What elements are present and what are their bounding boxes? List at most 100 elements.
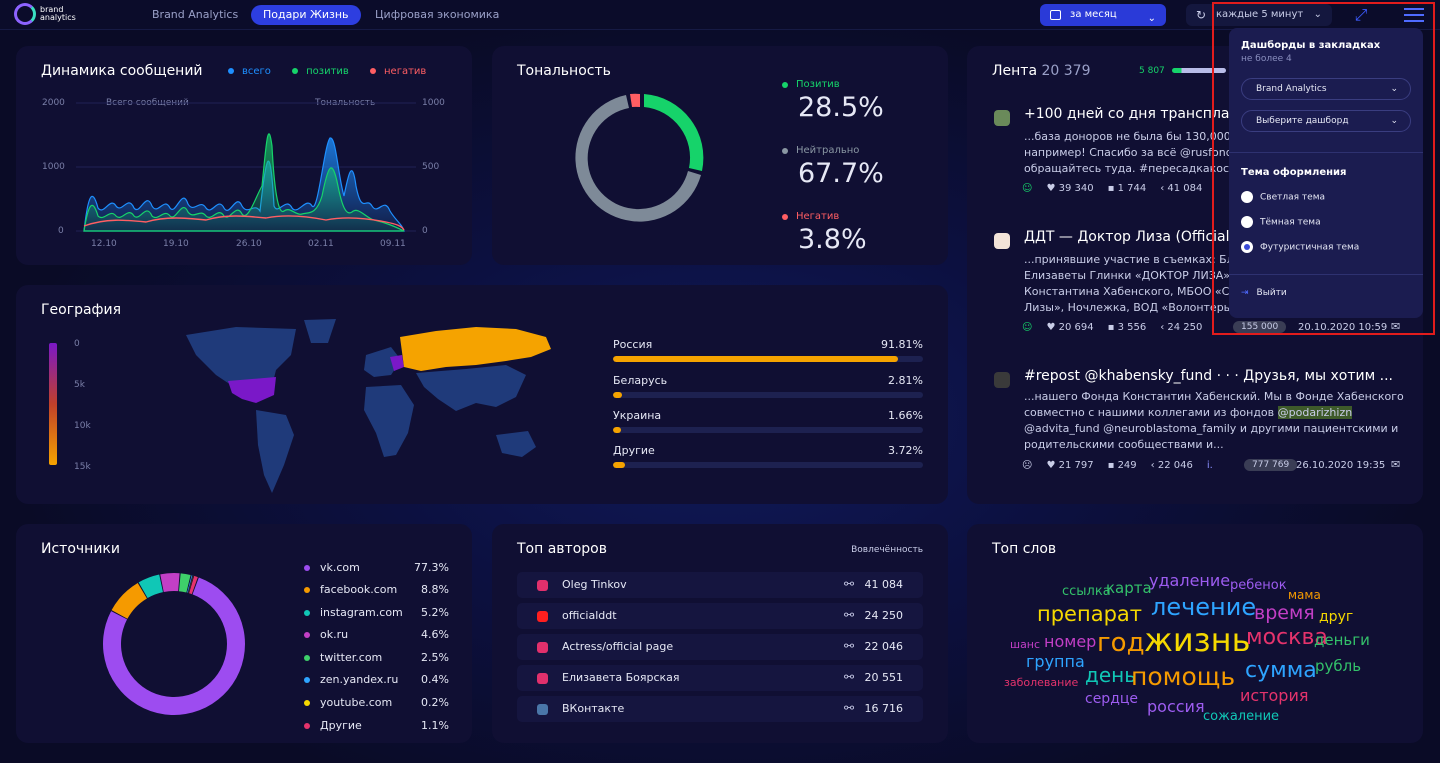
smile-icon: ☺ [1022,183,1033,194]
word-cloud-item[interactable]: мама [1288,588,1321,602]
smile-icon: ☺ [1022,322,1033,333]
heart-icon: ♥ 21 797 [1046,460,1094,471]
map-africa [364,385,414,457]
right-tick: 0 [422,226,428,236]
word-cloud-item[interactable]: заболевание [1004,676,1079,689]
word-cloud-item[interactable]: друг [1319,609,1354,625]
geo-row-russia[interactable]: Россия 91.81% [613,338,923,362]
refresh-label: каждые 5 минут [1216,9,1304,20]
period-label: за месяц [1070,9,1117,20]
geo-row-ukraine[interactable]: Украина 1.66% [613,409,923,433]
word-cloud-item[interactable]: рубль [1315,657,1362,675]
word-cloud-item[interactable]: история [1240,686,1309,705]
word-cloud-item[interactable]: россия [1147,697,1205,716]
word-cloud-item[interactable]: сумма [1245,658,1317,683]
hamburger-menu-icon[interactable] [1402,4,1426,26]
tonality-slice-negative [630,93,640,107]
map-belarus-ukraine [390,355,404,371]
source-row[interactable]: ok.ru 4.6% [304,628,449,642]
author-row[interactable]: Actress/official page ⚯ 22 046 [517,634,923,660]
sources-donut [103,573,245,715]
tab-digital-economy[interactable]: Цифровая экономика [375,8,500,21]
share-icon: ⚯ [844,577,855,591]
source-slice-7 [189,575,198,595]
brand-name: brand analytics [40,5,76,22]
share-icon: ‹ 24 250 [1160,322,1203,333]
author-row[interactable]: Елизавета Боярская ⚯ 20 551 [517,665,923,691]
word-cloud-item[interactable]: сожаление [1203,709,1280,724]
dynamics-chart [76,102,416,232]
word-cloud-item[interactable]: день [1085,663,1136,687]
source-row[interactable]: vk.com 77.3% [304,561,449,575]
reach-prefix: i. [1206,460,1213,471]
word-cloud-item[interactable]: год [1097,628,1145,658]
post-title[interactable]: +100 дней со дня трансплант [1024,106,1247,122]
legend-positive[interactable]: позитив [306,66,349,77]
word-cloud-item[interactable]: карта [1106,579,1152,597]
mail-icon[interactable]: ✉ [1391,458,1401,471]
brand-logo[interactable]: brand analytics [14,3,76,25]
bookmark-select-2[interactable]: Выберите дашборд ⌄ [1241,110,1411,132]
instagram-icon [537,642,548,653]
word-cloud-item[interactable]: удаление [1149,571,1231,590]
source-row[interactable]: facebook.com 8.8% [304,583,449,597]
source-row[interactable]: Другие 1.1% [304,719,449,733]
sources-title: Источники [41,541,120,557]
word-cloud-item[interactable]: ссылка [1062,584,1111,599]
tonality-neutral: Нейтрально 67.7% [782,145,884,189]
logout-button[interactable]: ⇥ Выйти [1241,288,1287,298]
right-tick: 1000 [422,98,445,108]
source-row[interactable]: youtube.com 0.2% [304,696,449,710]
fullscreen-icon[interactable]: ⤢ [1354,5,1368,24]
settings-dropdown: Дашборды в закладках не более 4 Brand An… [1229,28,1423,318]
authors-column-header: Вовлечённость [851,545,923,555]
chevron-down-icon: ⌄ [1390,84,1398,94]
map-australia [496,431,536,457]
author-row[interactable]: ВКонтакте ⚯ 16 716 [517,696,923,722]
geo-country: Беларусь [613,374,668,387]
refresh-interval-select[interactable]: ↻ каждые 5 минут ⌄ [1186,4,1332,26]
theme-option-light[interactable]: Светлая тема [1241,191,1325,203]
post-stats: ☺ ♥ 39 340 ▪ 1 744 ‹ 41 084 [1022,183,1216,194]
period-select[interactable]: за месяц ⌄ [1040,4,1166,26]
youtube-icon [537,611,548,622]
word-cloud-item[interactable]: сердце [1085,691,1139,707]
right-tick: 500 [422,162,440,172]
instagram-icon [537,580,548,591]
post-title[interactable]: ДДТ — Доктор Лиза (Official [1024,229,1230,245]
word-cloud-item[interactable]: ребенок [1230,578,1287,593]
author-row[interactable]: officialddt ⚯ 24 250 [517,603,923,629]
comment-icon: ▪ 249 [1107,460,1137,471]
word-cloud-item[interactable]: номер [1044,632,1097,651]
word-cloud-item[interactable]: шанс [1010,638,1041,651]
theme-option-futuristic[interactable]: Футуристичная тема [1241,241,1359,253]
post-title[interactable]: #repost @khabensky_fund · · · Друзья, мы… [1024,368,1393,384]
comment-icon: ▪ 3 556 [1107,322,1147,333]
word-cloud-item[interactable]: время [1254,602,1315,624]
source-row[interactable]: twitter.com 2.5% [304,651,449,665]
word-cloud-item[interactable]: жизнь [1144,621,1251,659]
post-date: 26.10.2020 19:35 [1296,460,1386,471]
post-avatar [994,233,1010,249]
geo-row-belarus[interactable]: Беларусь 2.81% [613,374,923,398]
geo-row-other[interactable]: Другие 3.72% [613,444,923,468]
legend-all[interactable]: всего [242,66,271,77]
left-tick: 2000 [42,98,65,108]
top-words-card: Топ слов ссылка карта удаление ребенок мама п… [967,524,1423,743]
word-cloud-item[interactable]: препарат [1037,602,1143,626]
source-row[interactable]: zen.yandex.ru 0.4% [304,673,449,687]
word-cloud-item[interactable]: лечение [1151,593,1257,621]
theme-option-dark[interactable]: Тёмная тема [1241,216,1321,228]
word-cloud-item[interactable]: москва [1246,625,1328,650]
author-row[interactable]: Oleg Tinkov ⚯ 41 084 [517,572,923,598]
legend-negative[interactable]: негатив [384,66,427,77]
bookmark-select-1[interactable]: Brand Analytics ⌄ [1241,78,1411,100]
word-cloud-item[interactable]: деньги [1314,631,1370,649]
tab-podari-zhizn[interactable]: Подари Жизнь [251,5,361,25]
tab-brand-analytics[interactable]: Brand Analytics [152,8,239,21]
post-stats: ☺ ♥ 20 694 ▪ 3 556 ‹ 24 250 [1022,322,1216,333]
word-cloud-item[interactable]: группа [1026,652,1085,671]
mail-icon[interactable]: ✉ [1391,320,1401,333]
source-row[interactable]: instagram.com 5.2% [304,606,449,620]
word-cloud-item[interactable]: помощь [1131,662,1236,691]
